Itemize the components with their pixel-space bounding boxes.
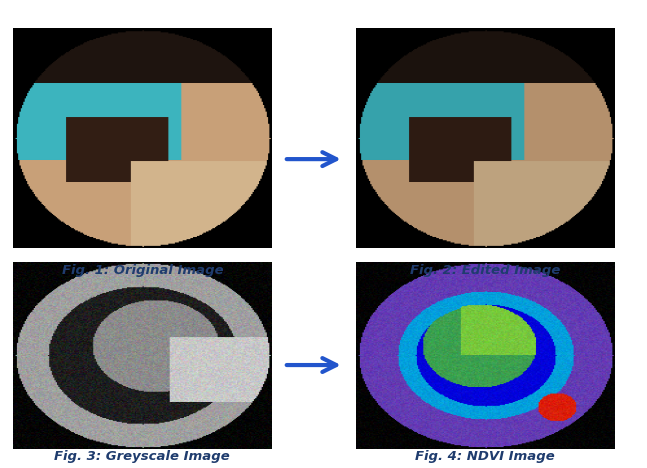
Text: Fig. 3: Greyscale Image: Fig. 3: Greyscale Image: [54, 450, 230, 463]
Text: Fig. 1: Original Image: Fig. 1: Original Image: [61, 264, 223, 278]
Text: Fig. 2: Edited Image: Fig. 2: Edited Image: [410, 264, 560, 278]
Text: Fig. 4: NDVI Image: Fig. 4: NDVI Image: [415, 450, 555, 463]
